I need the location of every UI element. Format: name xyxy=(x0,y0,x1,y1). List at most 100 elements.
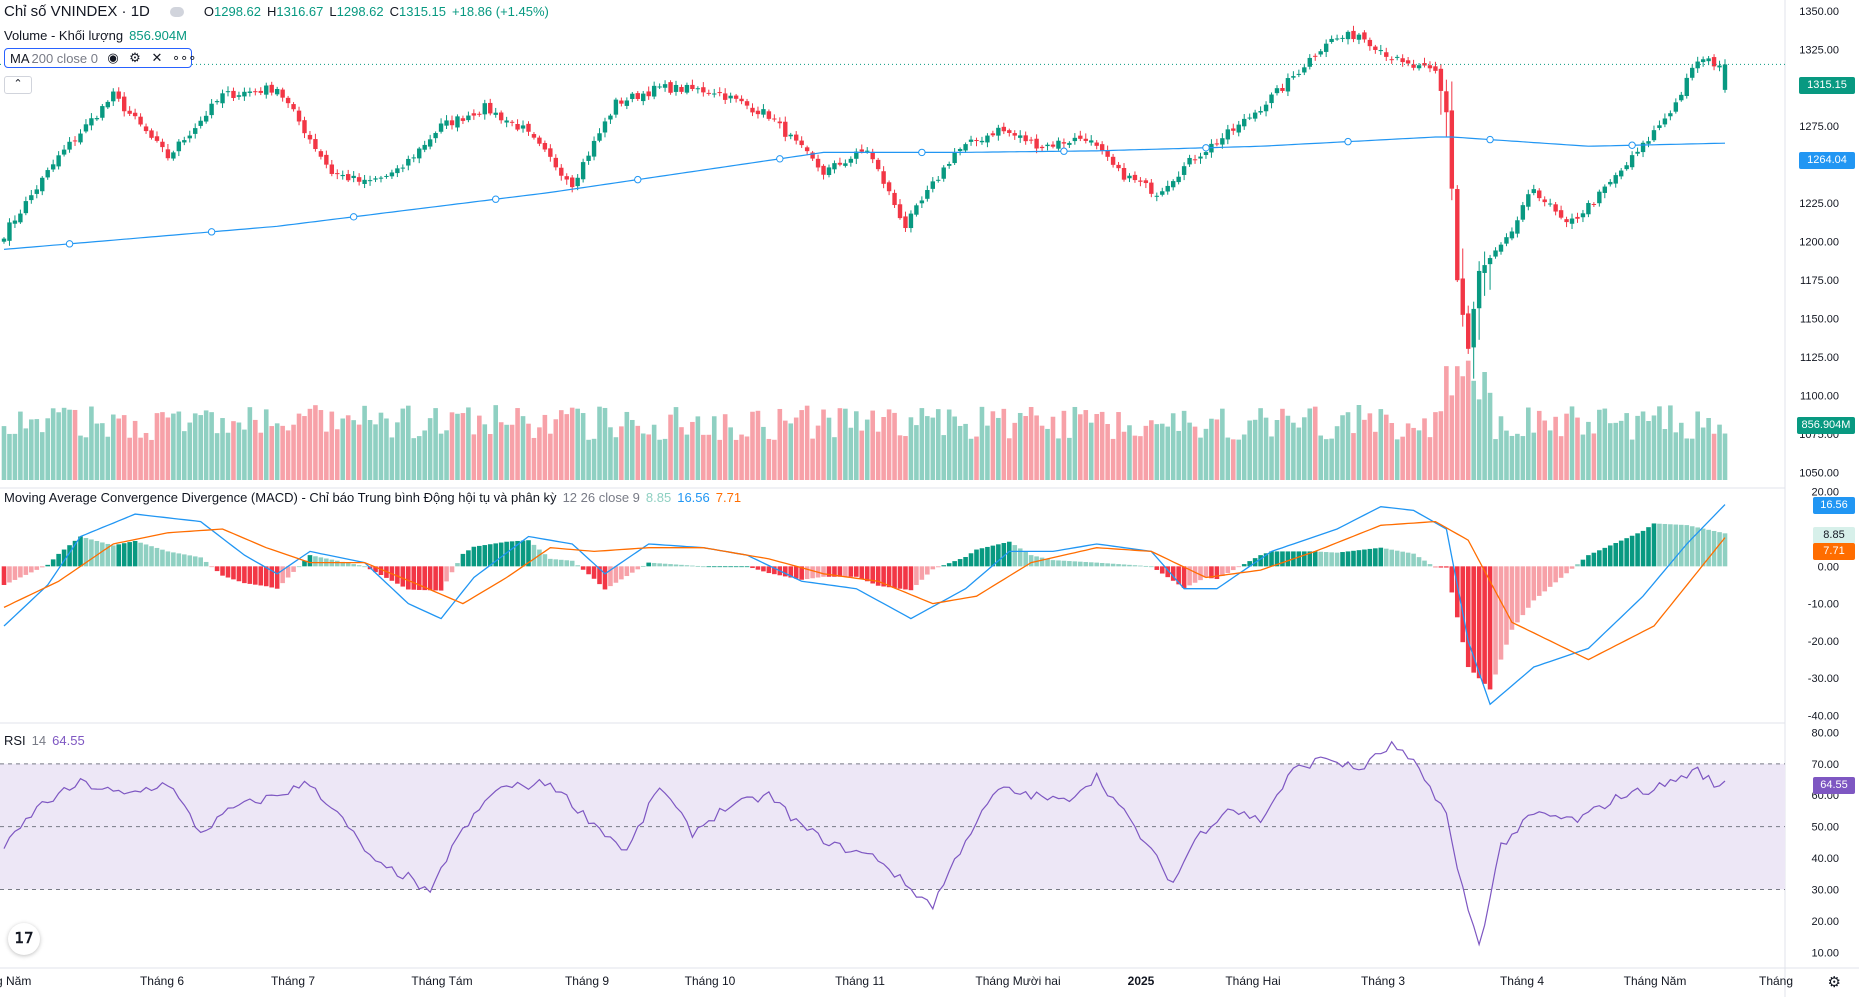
candle-body xyxy=(1394,56,1400,58)
volume-bar xyxy=(1078,414,1083,480)
macd-histogram-bar xyxy=(1422,560,1427,567)
macd-histogram-bar xyxy=(356,565,362,567)
macd-histogram-bar xyxy=(1318,551,1324,567)
volume-bar xyxy=(1504,430,1509,480)
ma200-marker xyxy=(1628,141,1636,149)
volume-bar xyxy=(782,420,788,480)
settings-gear-icon[interactable]: ⚙ xyxy=(1827,974,1841,991)
volume-legend[interactable]: Volume - Khối lượng 856.904M xyxy=(4,28,187,43)
candle-body xyxy=(930,181,935,189)
eye-icon[interactable]: ◉ xyxy=(107,50,119,65)
volume-bar xyxy=(1482,372,1487,480)
candle-body xyxy=(1531,189,1536,194)
price-axis-tick: 1125.00 xyxy=(1800,352,1839,364)
volume-bar xyxy=(930,417,936,480)
candle-body xyxy=(679,87,684,92)
ma-legend[interactable]: MA 200 close 0 ◉ ⚙ ✕ ∘∘∘ xyxy=(4,48,197,68)
ma200-marker xyxy=(1060,147,1068,155)
volume-bar xyxy=(1657,406,1662,480)
macd-histogram-bar xyxy=(1072,561,1078,567)
more-icon[interactable]: ∘∘∘ xyxy=(172,50,197,65)
candle-body xyxy=(258,90,263,93)
macd-histogram-bar xyxy=(203,561,209,567)
macd-histogram-bar xyxy=(1531,566,1537,601)
candle-body xyxy=(1203,152,1209,155)
macd-histogram-bar xyxy=(477,545,482,567)
volume-bar xyxy=(1629,439,1635,480)
time-axis-label: Tháng 11 xyxy=(835,974,885,988)
macd-histogram-bar xyxy=(520,540,526,567)
candle-body xyxy=(1427,65,1433,69)
candle-body xyxy=(1291,76,1296,78)
volume-bar xyxy=(597,406,602,480)
macd-histogram-bar xyxy=(613,566,619,583)
macd-histogram-bar xyxy=(957,559,963,567)
ma-legend-box[interactable]: MA 200 close 0 ◉ ⚙ ✕ ∘∘∘ xyxy=(4,48,197,68)
macd-histogram-bar xyxy=(1220,566,1225,577)
rsi-legend[interactable]: RSI 14 64.55 xyxy=(4,733,85,748)
time-axis-label: Tháng Hai xyxy=(1225,974,1280,988)
ma200-marker xyxy=(1486,135,1494,144)
candle-body xyxy=(509,121,515,123)
macd-legend[interactable]: Moving Average Convergence Divergence (M… xyxy=(4,490,741,505)
volume-bar xyxy=(1493,439,1498,480)
close-icon[interactable]: ✕ xyxy=(151,50,163,65)
candle-body xyxy=(766,111,772,119)
candle-body xyxy=(324,154,329,165)
volume-bar xyxy=(455,413,460,480)
candle-body xyxy=(111,91,116,102)
candle-body xyxy=(1706,58,1711,62)
candle-body xyxy=(89,118,94,126)
candle-body xyxy=(821,165,826,175)
volume-bar xyxy=(520,416,526,480)
gear-icon[interactable]: ⚙ xyxy=(129,50,141,65)
macd-histogram-bar xyxy=(493,543,499,567)
volume-bar xyxy=(1121,431,1127,480)
candle-body xyxy=(1356,34,1362,40)
macd-histogram-bar xyxy=(1094,562,1099,567)
candle-body xyxy=(668,82,673,93)
volume-bar xyxy=(482,424,488,480)
volume-bar xyxy=(608,427,613,480)
ohlc-change: +18.86 (+1.45%) xyxy=(452,4,549,19)
volume-bar xyxy=(127,437,132,480)
macd-histogram-bar xyxy=(925,566,930,575)
volume-bar xyxy=(1274,420,1280,480)
candle-body xyxy=(761,109,766,115)
macd-histogram-bar xyxy=(1607,545,1613,567)
volume-bar xyxy=(772,439,777,480)
candle-body xyxy=(1351,30,1356,40)
candle-body xyxy=(444,120,449,126)
volume-bar xyxy=(957,425,963,480)
candle-body xyxy=(220,93,225,104)
volume-bar xyxy=(804,405,810,480)
candle-body xyxy=(575,177,580,187)
candle-body xyxy=(985,135,990,143)
macd-histogram-bar xyxy=(701,566,706,568)
symbol-title[interactable]: Chỉ số VNINDEX · 1D xyxy=(4,3,150,20)
candle-body xyxy=(1722,64,1728,90)
candle-body xyxy=(269,84,274,93)
volume-bar xyxy=(1291,422,1296,480)
price-axis-tick: 1100.00 xyxy=(1800,391,1839,403)
candle-body xyxy=(214,101,220,103)
volume-bar xyxy=(493,405,499,480)
macd-histogram-bar xyxy=(1465,566,1471,668)
candle-body xyxy=(586,155,591,161)
candle-body xyxy=(903,216,908,229)
volume-bar xyxy=(29,419,34,480)
candle-body xyxy=(94,118,100,120)
macd-histogram-bar xyxy=(974,549,979,567)
ma-legend-params: 200 close 0 xyxy=(31,50,99,66)
macd-histogram-bar xyxy=(1236,566,1242,568)
candle-body xyxy=(1110,156,1116,165)
volume-bar xyxy=(1444,366,1449,480)
volume-bar xyxy=(1422,418,1427,480)
collapse-legend-button[interactable]: ⌃ xyxy=(4,76,32,94)
macd-histogram-bar xyxy=(1591,552,1597,567)
tradingview-logo[interactable]: 𝟣𝟩 xyxy=(8,923,40,955)
macd-histogram-bar xyxy=(695,565,701,567)
symbol-menu-icon[interactable] xyxy=(169,6,184,17)
volume-bar xyxy=(274,423,280,480)
